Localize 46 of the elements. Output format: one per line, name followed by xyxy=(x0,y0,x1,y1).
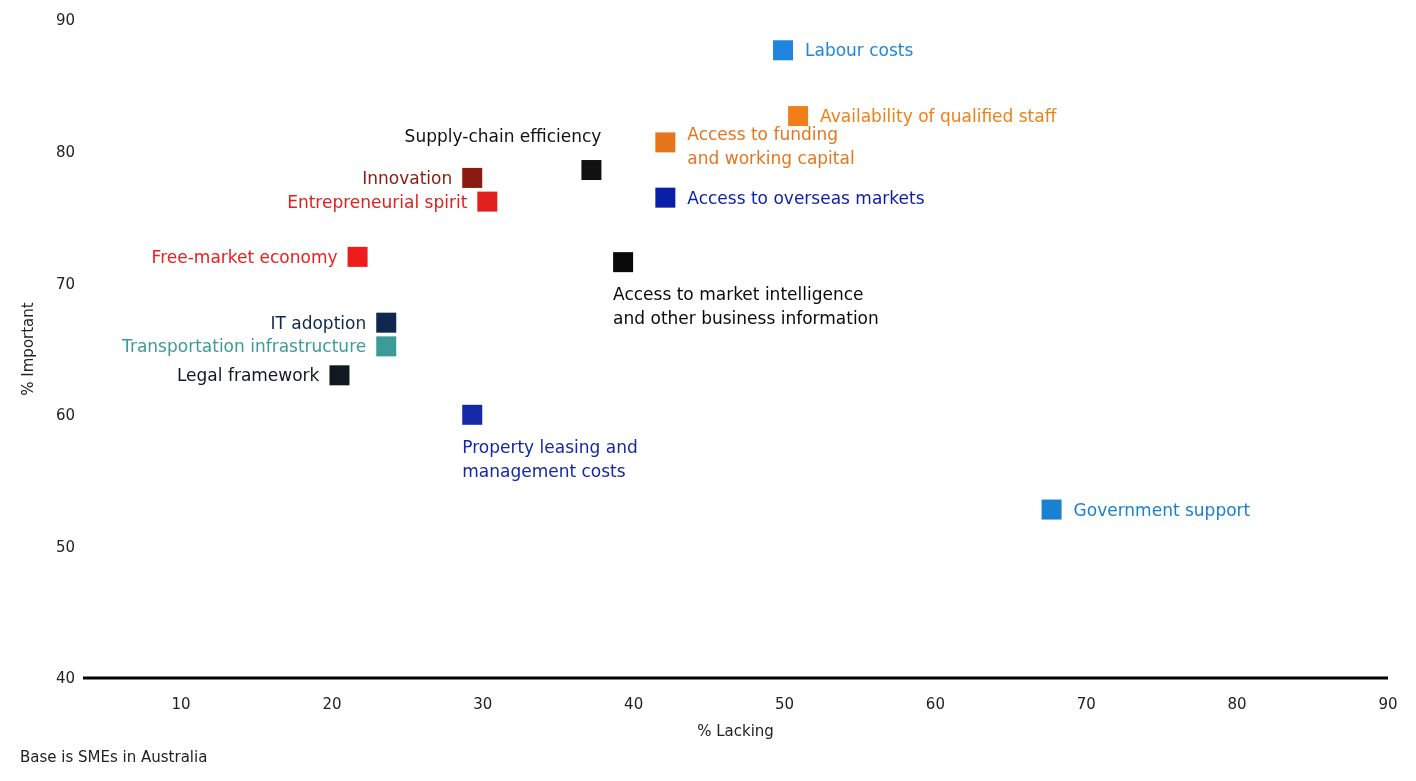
series-label: IT adoption xyxy=(270,312,367,333)
point xyxy=(347,246,368,267)
point xyxy=(773,40,794,61)
point xyxy=(376,312,397,333)
y-tick-label: 50 xyxy=(55,537,75,556)
series-label: Transportation infrastructure xyxy=(121,336,367,357)
y-tick-label: 40 xyxy=(55,669,75,688)
point xyxy=(581,160,602,181)
series-label: Availability of qualified staff xyxy=(820,106,1058,127)
x-tick-label: 50 xyxy=(774,694,795,713)
y-tick-label: 60 xyxy=(55,406,75,425)
point xyxy=(1041,499,1062,520)
x-tick-label: 40 xyxy=(624,694,644,713)
series-label: Labour costs xyxy=(805,40,914,61)
x-tick-label: 20 xyxy=(322,694,342,713)
x-tick-label: 80 xyxy=(1227,694,1247,713)
point xyxy=(613,252,634,273)
series-label: Entrepreneurial spirit xyxy=(287,191,468,212)
x-tick-label: 90 xyxy=(1378,694,1398,713)
point xyxy=(788,106,809,127)
text: Base is SMEs in Australia xyxy=(20,748,209,766)
series-label: Government support xyxy=(1073,499,1251,520)
point xyxy=(655,132,676,153)
point xyxy=(329,365,350,386)
y-tick-label: 80 xyxy=(55,142,75,161)
x-tick-label: 30 xyxy=(473,694,493,713)
x-tick-label: 10 xyxy=(171,694,191,713)
x-tick-label: 60 xyxy=(925,694,945,713)
series-label: Access to market intelligence and other business information xyxy=(613,284,879,329)
point xyxy=(376,336,397,357)
series-label: Access to funding and working capital xyxy=(687,124,855,169)
series-label: Free-market economy xyxy=(151,246,338,267)
series-label: Supply-chain efficiency xyxy=(404,126,602,147)
series-label: Access to overseas markets xyxy=(687,187,925,208)
x-tick-label: 70 xyxy=(1076,694,1096,713)
y-axis-title: % Important xyxy=(19,302,38,396)
x-axis-title: % Lacking xyxy=(697,722,774,740)
y-tick-label: 90 xyxy=(55,11,75,30)
point xyxy=(477,191,498,212)
series-label: Innovation xyxy=(362,167,453,188)
y-tick-label: 70 xyxy=(55,274,75,293)
point xyxy=(655,187,676,208)
series-label: Property leasing and management costs xyxy=(462,436,638,481)
point xyxy=(462,404,483,425)
series-label: Legal framework xyxy=(176,365,320,386)
point xyxy=(462,167,483,188)
